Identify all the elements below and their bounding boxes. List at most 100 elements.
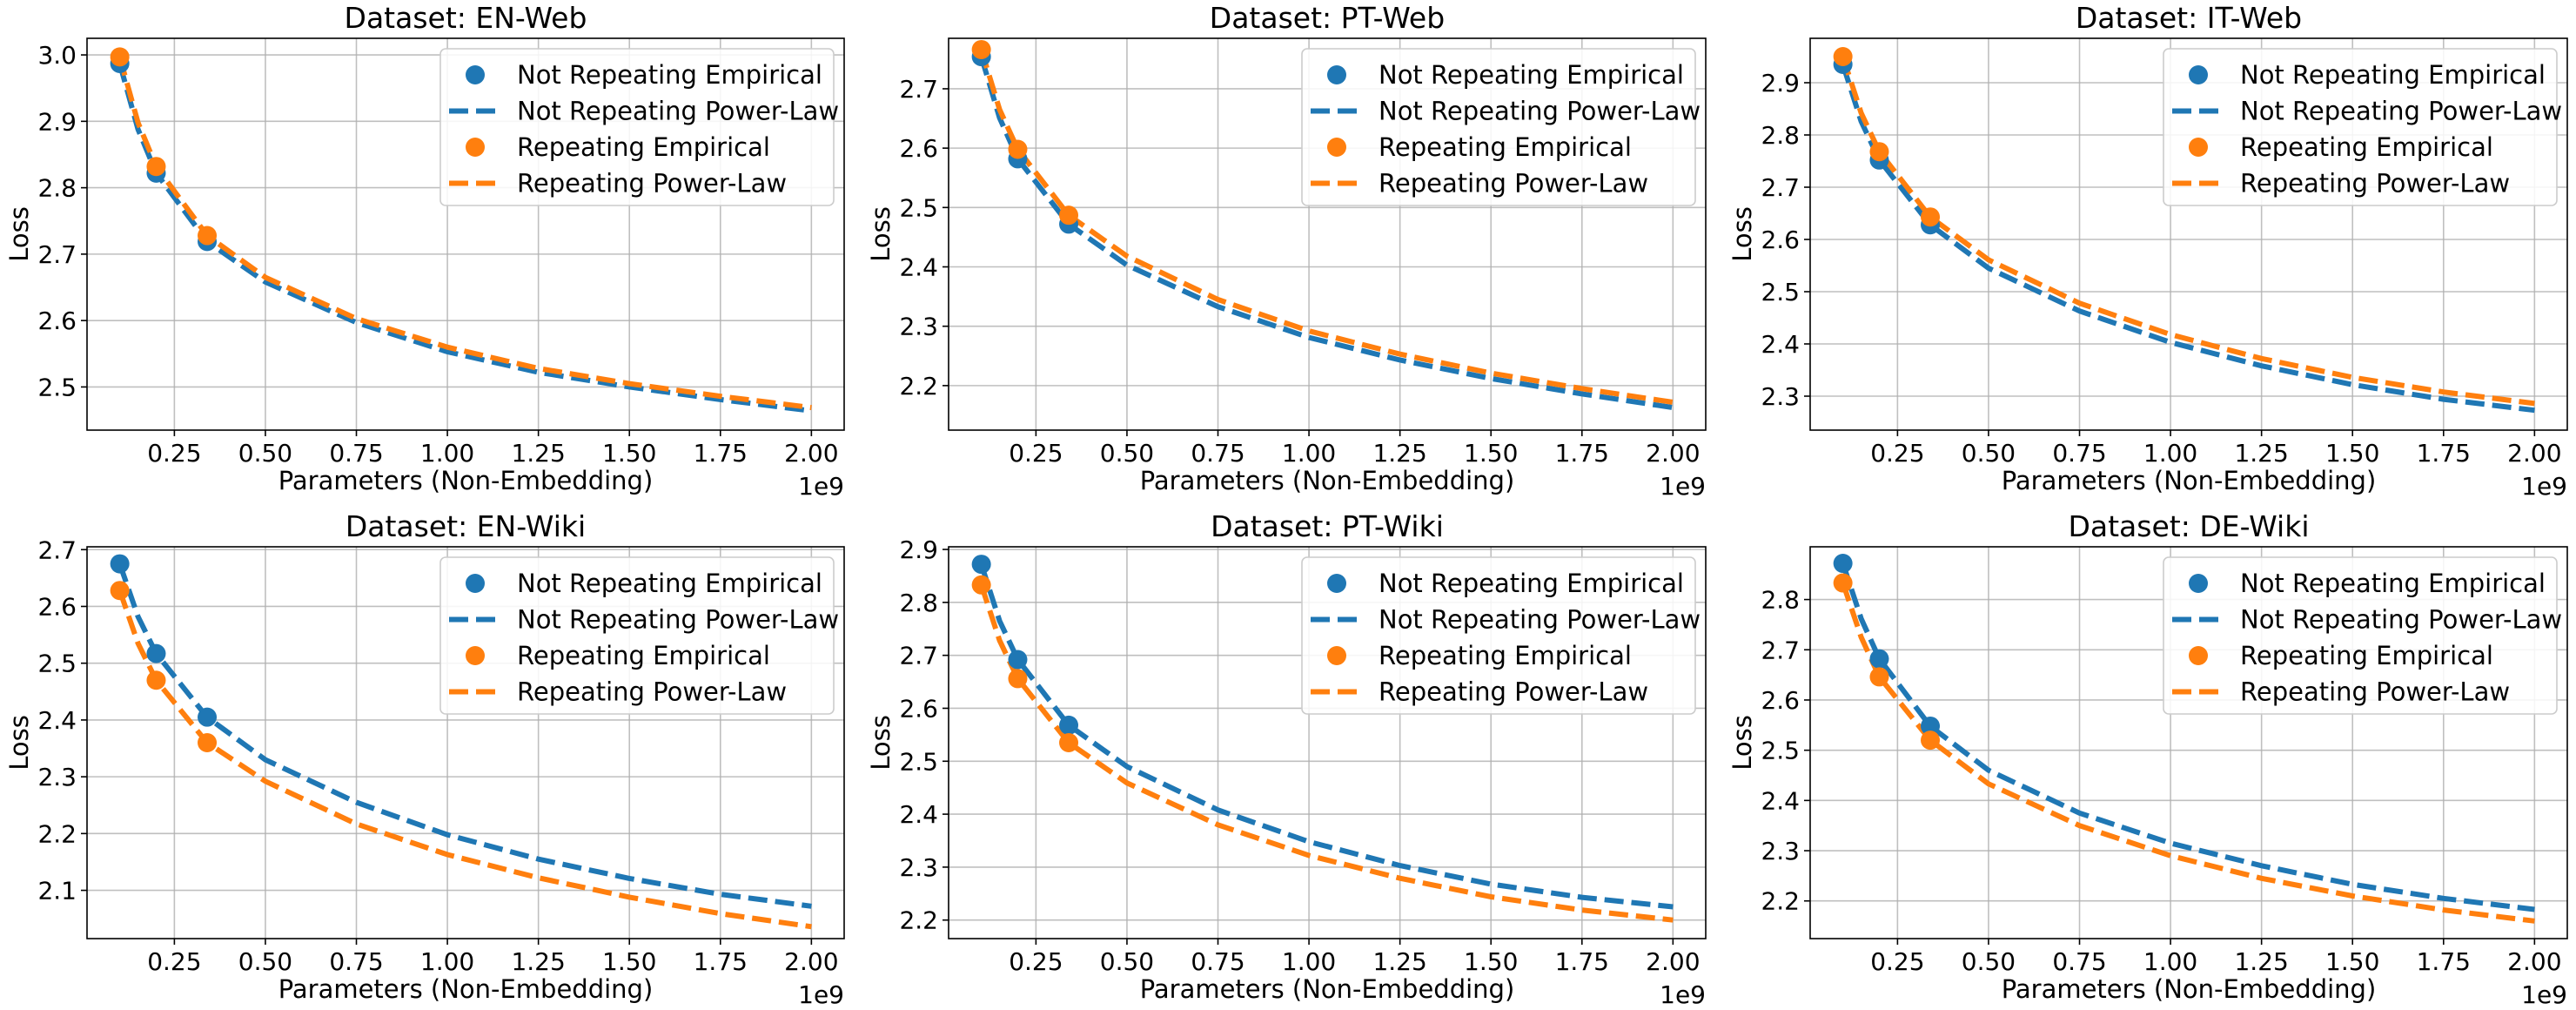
data-point <box>1921 731 1941 751</box>
x-tick-label: 0.25 <box>147 947 201 976</box>
legend-label: Repeating Power-Law <box>2240 677 2510 707</box>
y-tick-label: 2.7 <box>1761 636 1800 664</box>
x-offset-label: 1e9 <box>1660 472 1706 501</box>
legend-marker <box>1327 646 1346 665</box>
y-tick-label: 2.4 <box>1761 330 1800 359</box>
x-tick-label: 0.50 <box>1100 439 1154 468</box>
y-tick-label: 2.6 <box>899 134 938 163</box>
legend-label: Not Repeating Power-Law <box>517 97 839 126</box>
axes-frame <box>1809 546 2568 939</box>
data-point <box>1008 139 1028 159</box>
x-tick-label: 0.25 <box>1870 439 1924 468</box>
y-tick-label: 2.6 <box>1761 226 1800 254</box>
y-tick-label: 2.5 <box>1761 278 1800 306</box>
chart-title: Dataset: DE-Wiki <box>2068 509 2309 543</box>
data-point <box>971 39 991 59</box>
y-tick-label: 2.6 <box>37 306 77 335</box>
y-tick-label: 2.5 <box>37 650 77 678</box>
data-point <box>198 707 218 727</box>
x-tick-label: 1.00 <box>1282 439 1336 468</box>
y-axis-label: Loss <box>4 206 34 262</box>
y-tick-label: 2.9 <box>899 535 938 564</box>
x-tick-label: 1.00 <box>2143 439 2197 468</box>
legend-box <box>2163 556 2558 715</box>
legend-box <box>1301 48 1696 206</box>
x-tick-label: 1.50 <box>2325 947 2379 976</box>
x-tick-label: 1.75 <box>1555 947 1609 976</box>
series-line-3 <box>117 56 812 411</box>
chart-panel-4: 0.25 0.50 0.75 1.00 1.25 1.50 1.75 2.00 2.2 2.3 2.… <box>866 509 1707 1009</box>
legend-box <box>439 48 835 206</box>
x-tick-label: 0.75 <box>329 947 383 976</box>
x-tick-label: 1.00 <box>2143 947 2197 976</box>
x-axis-label: Parameters (Non-Embedding) <box>2002 466 2377 495</box>
x-tick-label: 1.25 <box>2234 439 2288 468</box>
legend-label: Repeating Empirical <box>517 132 770 162</box>
x-tick-label: 1.50 <box>602 947 656 976</box>
x-tick-label: 0.25 <box>1009 947 1063 976</box>
data-point <box>1833 47 1853 66</box>
x-tick-label: 2.00 <box>784 947 838 976</box>
legend: Not Repeating Empirical Not Repeating Pow… <box>439 556 839 715</box>
y-tick-label: 2.5 <box>1761 737 1800 765</box>
chart-title: Dataset: EN-Web <box>345 1 587 35</box>
data-point <box>110 581 130 601</box>
y-tick-label: 2.2 <box>1761 887 1800 916</box>
x-tick-label: 1.00 <box>420 439 474 468</box>
x-tick-label: 1.50 <box>2325 439 2379 468</box>
x-tick-label: 0.75 <box>2052 439 2106 468</box>
data-point <box>1008 669 1028 689</box>
data-point <box>146 643 166 663</box>
y-tick-label: 2.3 <box>37 763 77 791</box>
y-tick-label: 2.8 <box>1761 586 1800 615</box>
legend-label: Not Repeating Power-Law <box>517 605 839 635</box>
y-tick-label: 2.8 <box>1761 121 1800 150</box>
x-tick-label: 2.00 <box>1646 439 1700 468</box>
legend-marker <box>2189 65 2208 84</box>
x-tick-label: 1.50 <box>602 439 656 468</box>
x-tick-label: 0.75 <box>2052 947 2106 976</box>
y-tick-label: 2.6 <box>1761 686 1800 715</box>
legend-label: Not Repeating Empirical <box>517 60 822 90</box>
x-offset-label: 1e9 <box>1660 980 1706 1009</box>
x-tick-label: 1.00 <box>420 947 474 976</box>
y-tick-label: 2.2 <box>899 372 938 401</box>
chart-title: Dataset: EN-Wiki <box>345 509 586 543</box>
y-axis-label: Loss <box>1727 206 1757 262</box>
x-tick-label: 1.75 <box>1555 439 1609 468</box>
x-tick-label: 0.50 <box>238 947 292 976</box>
y-tick-label: 2.7 <box>37 535 77 564</box>
data-point <box>110 554 130 574</box>
data-layer <box>1833 47 2535 414</box>
x-tick-label: 1.25 <box>511 439 565 468</box>
y-tick-label: 2.4 <box>1761 786 1800 815</box>
legend: Not Repeating Empirical Not Repeating Pow… <box>1301 556 1701 715</box>
chart-panel-3: 0.25 0.50 0.75 1.00 1.25 1.50 1.75 2.00 2.1 2.2 2.… <box>4 509 845 1009</box>
y-tick-label: 2.7 <box>899 642 938 670</box>
x-tick-label: 1.25 <box>2234 947 2288 976</box>
legend-label: Repeating Power-Law <box>517 677 787 707</box>
chart-panel-2: 0.25 0.50 0.75 1.00 1.25 1.50 1.75 2.00 2.3 2.4 2.… <box>1727 1 2568 501</box>
y-tick-label: 3.0 <box>37 41 77 70</box>
legend: Not Repeating Empirical Not Repeating Pow… <box>1301 48 1701 206</box>
axes-frame <box>1809 37 2568 431</box>
legend-box <box>439 556 835 715</box>
legend-label: Not Repeating Empirical <box>517 569 822 598</box>
x-tick-label: 1.00 <box>1282 947 1336 976</box>
y-tick-label: 2.2 <box>37 819 77 848</box>
chart-panel-1: 0.25 0.50 0.75 1.00 1.25 1.50 1.75 2.00 2.2 2.3 2.… <box>866 1 1707 501</box>
data-point <box>146 670 166 690</box>
y-axis-label: Loss <box>866 715 896 771</box>
legend-label: Repeating Power-Law <box>517 169 787 199</box>
data-point <box>1921 207 1941 227</box>
x-tick-label: 1.75 <box>694 439 748 468</box>
legend-label: Not Repeating Power-Law <box>1379 97 1701 126</box>
x-tick-label: 0.75 <box>1191 947 1244 976</box>
x-tick-label: 1.25 <box>1372 947 1426 976</box>
legend: Not Repeating Empirical Not Repeating Pow… <box>2163 48 2562 206</box>
legend-marker <box>466 574 485 593</box>
chart-title: Dataset: PT-Web <box>1210 1 1445 35</box>
x-tick-label: 1.25 <box>511 947 565 976</box>
legend-marker <box>2189 574 2208 593</box>
